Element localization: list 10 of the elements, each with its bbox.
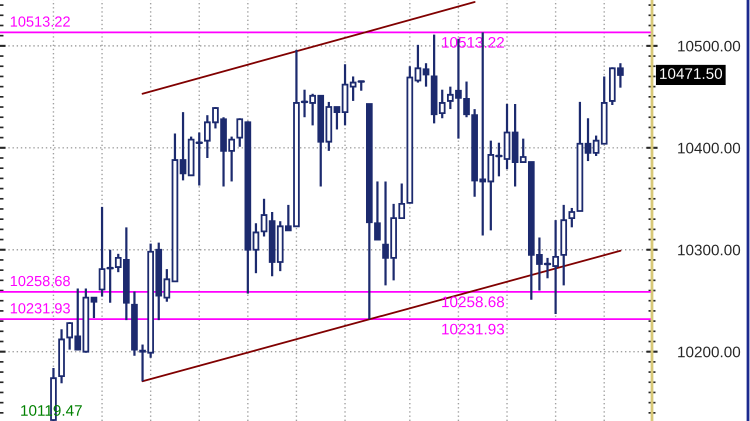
text: 10231.93 [10,303,70,314]
ref-line-label: 10231.93 [442,324,504,335]
y-tick-label: 10500.00 [678,40,740,52]
y-tick-label: 10400.00 [678,142,740,154]
text: 10258.68 [10,276,70,286]
text: 10513.22 [10,16,70,27]
ref-line-label: 10258.68 [442,296,504,308]
y-tick-label: 10200.00 [678,346,740,358]
y-tick-label: 10300.00 [678,244,740,256]
text: 10471.50 [660,68,722,80]
